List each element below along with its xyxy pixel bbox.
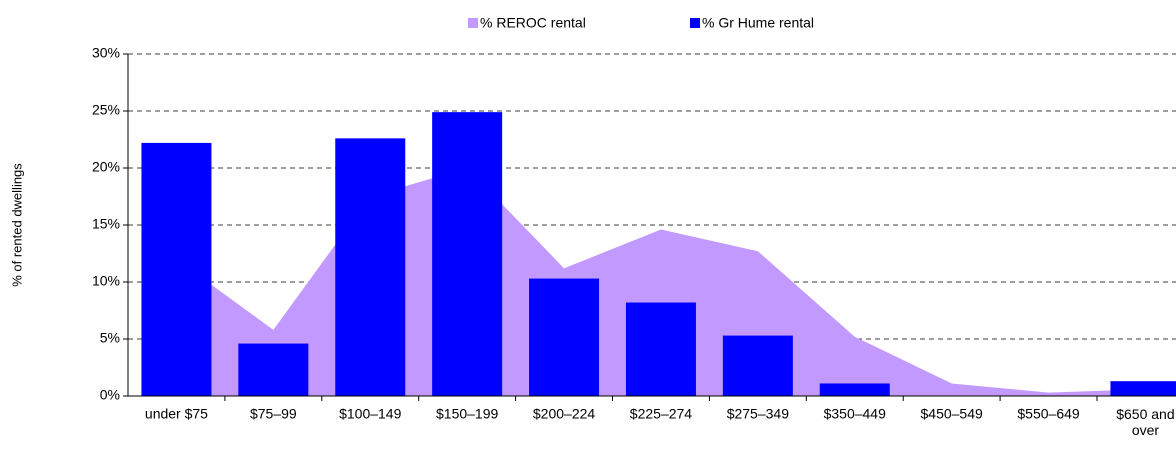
bar — [722, 335, 793, 396]
legend-swatch — [690, 18, 700, 28]
bar — [529, 278, 600, 396]
bar — [1110, 381, 1176, 396]
x-tick-label: $100–149 — [339, 406, 402, 422]
x-tick-label: under $75 — [145, 406, 208, 422]
bar — [335, 138, 406, 397]
x-tick-label: $450–549 — [921, 406, 984, 422]
x-tick-label: $200–224 — [533, 406, 596, 422]
bar — [819, 383, 890, 396]
y-tick-label: 20% — [92, 159, 120, 175]
x-tick-label: $275–349 — [727, 406, 790, 422]
legend-label: % REROC rental — [480, 15, 586, 31]
y-axis-label: % of rented dwellings — [9, 163, 24, 287]
x-tick-label: $75–99 — [250, 406, 297, 422]
y-tick-label: 30% — [92, 45, 120, 61]
bar — [141, 142, 212, 396]
y-tick-label: 0% — [100, 387, 120, 403]
bar — [625, 302, 696, 396]
x-tick-label: $550–649 — [1017, 406, 1080, 422]
x-tick-label: $650 and over — [1116, 406, 1174, 438]
area — [176, 168, 1146, 396]
x-tick-label: $150–199 — [436, 406, 499, 422]
legend-swatch — [468, 18, 478, 28]
y-tick-label: 10% — [92, 273, 120, 289]
legend-label: % Gr Hume rental — [702, 15, 814, 31]
y-tick-label: 15% — [92, 216, 120, 232]
x-tick-label: $225–274 — [630, 406, 693, 422]
bar — [432, 112, 503, 396]
bar — [238, 343, 309, 396]
y-tick-label: 5% — [100, 330, 120, 346]
x-tick-label: $350–449 — [824, 406, 887, 422]
y-tick-label: 25% — [92, 102, 120, 118]
